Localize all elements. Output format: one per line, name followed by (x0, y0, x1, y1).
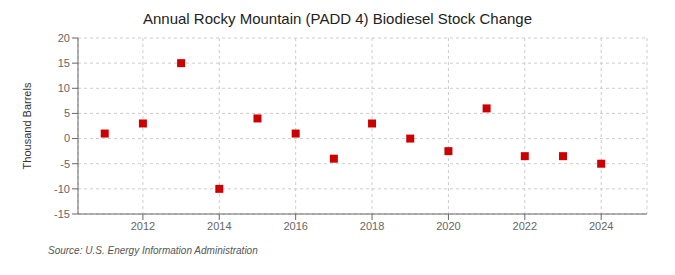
svg-text:-5: -5 (60, 158, 70, 170)
html-text:Source: U.S. Energy Informatio: Source: U.S. Energy Information Administ… (48, 245, 258, 256)
svg-text:2018: 2018 (360, 220, 384, 232)
svg-text:0: 0 (64, 132, 70, 144)
svg-text:Thousand Barrels: Thousand Barrels (21, 82, 33, 169)
svg-text:-10: -10 (54, 183, 70, 195)
html-text:Annual Rocky Mountain (PADD 4): Annual Rocky Mountain (PADD 4) Biodiesel… (143, 10, 532, 27)
svg-text:2016: 2016 (283, 220, 307, 232)
svg-text:5: 5 (64, 107, 70, 119)
svg-text:2014: 2014 (207, 220, 231, 232)
svg-text:10: 10 (58, 82, 70, 94)
svg-text:2020: 2020 (436, 220, 460, 232)
svg-text:2012: 2012 (131, 220, 155, 232)
svg-text:-15: -15 (54, 208, 70, 220)
svg-text:2024: 2024 (589, 220, 613, 232)
svg-text:15: 15 (58, 57, 70, 69)
svg-text:20: 20 (58, 32, 70, 44)
svg-text:2022: 2022 (513, 220, 537, 232)
